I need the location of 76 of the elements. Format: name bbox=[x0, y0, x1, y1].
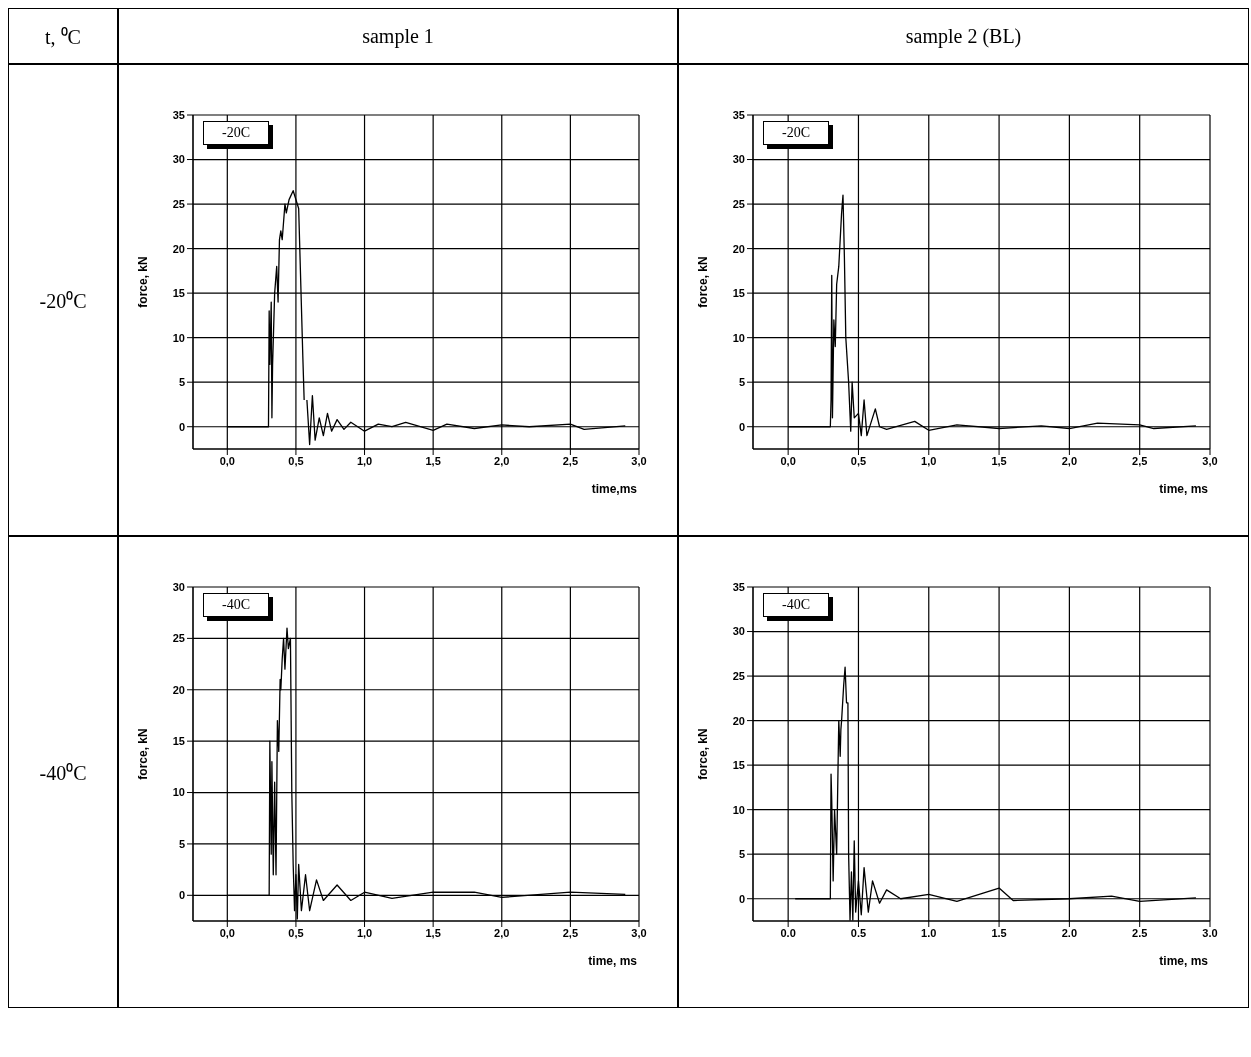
y-tick-label: 5 bbox=[178, 376, 185, 389]
annotation: -40C bbox=[763, 593, 829, 617]
x-axis-title: time, ms bbox=[1159, 482, 1209, 496]
y-tick-label: 35 bbox=[732, 108, 745, 121]
y-tick-label: 20 bbox=[732, 714, 745, 727]
annotation: -40C bbox=[203, 593, 269, 617]
y-tick-label: 25 bbox=[172, 632, 185, 645]
chart-title: sample 1 bbox=[118, 8, 678, 64]
y-tick-label: 10 bbox=[732, 331, 745, 344]
text: t, ⁰C bbox=[8, 8, 118, 64]
x-tick-label: 2,0 bbox=[494, 454, 510, 467]
y-tick-label: 25 bbox=[732, 197, 745, 210]
x-tick-label: 0,5 bbox=[850, 454, 867, 467]
x-tick-label: 2,0 bbox=[1061, 454, 1078, 467]
annotation: -20C bbox=[763, 121, 829, 145]
y-tick-label: 15 bbox=[732, 759, 745, 772]
y-tick-label: 5 bbox=[738, 376, 745, 389]
y-axis-title: force, kN bbox=[136, 728, 151, 780]
y-tick-label: 30 bbox=[732, 625, 745, 638]
text: -20⁰C bbox=[8, 64, 118, 536]
x-tick-label: 1.5 bbox=[991, 926, 1007, 939]
y-axis-title: force, kN bbox=[136, 256, 151, 308]
x-tick-label: 2.5 bbox=[1132, 926, 1148, 939]
x-axis-title: time,ms bbox=[591, 482, 638, 496]
y-tick-label: 10 bbox=[172, 786, 185, 799]
annotation: -20C bbox=[203, 121, 269, 145]
x-tick-label: 0,0 bbox=[219, 926, 235, 939]
x-axis-title: time, ms bbox=[1159, 954, 1209, 968]
x-tick-label: 0,5 bbox=[288, 926, 304, 939]
y-tick-label: 15 bbox=[732, 287, 745, 300]
x-tick-label: 2,5 bbox=[562, 926, 579, 939]
x-tick-label: 1,0 bbox=[356, 926, 373, 939]
y-tick-label: 35 bbox=[172, 108, 185, 121]
y-tick-label: 30 bbox=[172, 580, 185, 593]
x-tick-label: 3,0 bbox=[1202, 454, 1218, 467]
x-axis-title: time, ms bbox=[588, 954, 638, 968]
y-tick-label: 25 bbox=[732, 669, 745, 682]
x-tick-label: 0,0 bbox=[780, 454, 796, 467]
y-tick-label: 5 bbox=[738, 848, 745, 861]
y-tick-label: 5 bbox=[178, 837, 185, 850]
y-tick-label: 30 bbox=[732, 153, 745, 166]
y-tick-label: 0 bbox=[178, 889, 185, 902]
y-tick-label: 15 bbox=[172, 735, 185, 748]
x-tick-label: 1,5 bbox=[425, 926, 441, 939]
y-tick-label: 15 bbox=[172, 287, 185, 300]
y-axis-title: force, kN bbox=[696, 728, 711, 780]
y-tick-label: 20 bbox=[172, 242, 185, 255]
x-tick-label: 3.0 bbox=[1202, 926, 1218, 939]
x-tick-label: 0.0 bbox=[780, 926, 796, 939]
x-tick-label: 2.0 bbox=[1061, 926, 1078, 939]
chart-title: sample 2 (BL) bbox=[678, 8, 1249, 64]
y-tick-label: 30 bbox=[172, 153, 185, 166]
x-tick-label: 0,5 bbox=[288, 454, 304, 467]
text: -40⁰C bbox=[8, 536, 118, 1008]
x-tick-label: 1,5 bbox=[991, 454, 1007, 467]
x-tick-label: 0,0 bbox=[219, 454, 235, 467]
y-tick-label: 10 bbox=[732, 803, 745, 816]
x-tick-label: 2,0 bbox=[494, 926, 510, 939]
x-tick-label: 1,0 bbox=[921, 454, 937, 467]
x-tick-label: 1,0 bbox=[356, 454, 373, 467]
y-tick-label: 0 bbox=[738, 420, 745, 433]
y-axis-title: force, kN bbox=[696, 256, 711, 308]
x-tick-label: 1.0 bbox=[921, 926, 937, 939]
y-tick-label: 20 bbox=[732, 242, 745, 255]
y-tick-label: 0 bbox=[738, 892, 745, 905]
y-tick-label: 0 bbox=[178, 420, 185, 433]
x-tick-label: 1,5 bbox=[425, 454, 441, 467]
x-tick-label: 2,5 bbox=[562, 454, 579, 467]
x-tick-label: 3,0 bbox=[631, 926, 647, 939]
y-tick-label: 10 bbox=[172, 331, 185, 344]
y-tick-label: 35 bbox=[732, 580, 745, 593]
x-tick-label: 3,0 bbox=[631, 454, 647, 467]
x-tick-label: 2,5 bbox=[1132, 454, 1148, 467]
y-tick-label: 25 bbox=[172, 197, 185, 210]
x-tick-label: 0.5 bbox=[850, 926, 867, 939]
y-tick-label: 20 bbox=[172, 683, 185, 696]
